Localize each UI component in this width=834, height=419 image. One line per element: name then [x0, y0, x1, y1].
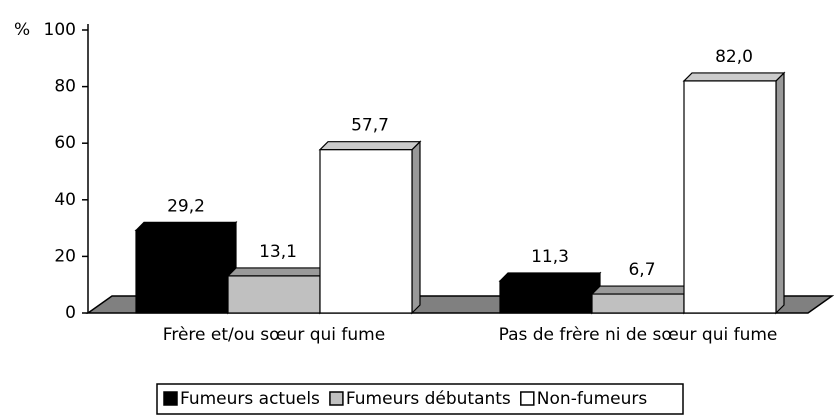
- data-label: 82,0: [715, 47, 753, 67]
- bar-top: [682, 72, 786, 82]
- legend-label: Non-fumeurs: [537, 389, 648, 409]
- bar-top: [226, 267, 330, 277]
- legend-swatch: [329, 391, 344, 406]
- legend: [156, 383, 684, 415]
- legend-swatch: [520, 391, 535, 406]
- bar: [499, 280, 593, 314]
- y-tick-label: 100: [44, 20, 76, 40]
- bar-side: [411, 140, 421, 315]
- bar-top: [498, 272, 602, 282]
- y-tick-label: 40: [54, 190, 76, 210]
- y-tick-label: 60: [54, 133, 76, 153]
- data-label: 6,7: [628, 260, 655, 280]
- data-label: 57,7: [351, 116, 389, 136]
- legend-label: Fumeurs actuels: [180, 389, 320, 409]
- data-label: 29,2: [167, 196, 205, 216]
- bar-top: [590, 285, 694, 295]
- bar-top: [134, 221, 238, 231]
- y-tick-label: 0: [65, 303, 76, 323]
- bar: [227, 275, 321, 314]
- bar: [319, 149, 413, 314]
- y-tick-label: 20: [54, 246, 76, 266]
- data-label: 13,1: [259, 242, 297, 262]
- y-axis-label: %: [14, 20, 30, 40]
- data-label: 11,3: [531, 247, 569, 267]
- bar: [683, 80, 777, 314]
- y-tick-label: 80: [54, 77, 76, 97]
- bar: [135, 229, 229, 314]
- x-tick-label: Pas de frère ni de sœur qui fume: [499, 325, 778, 345]
- x-tick-label: Frère et/ou sœur qui fume: [163, 325, 385, 345]
- legend-label: Fumeurs débutants: [346, 389, 511, 409]
- bar-side: [775, 71, 785, 315]
- bar-top: [318, 141, 422, 151]
- legend-swatch: [163, 391, 178, 406]
- bar: [591, 293, 685, 314]
